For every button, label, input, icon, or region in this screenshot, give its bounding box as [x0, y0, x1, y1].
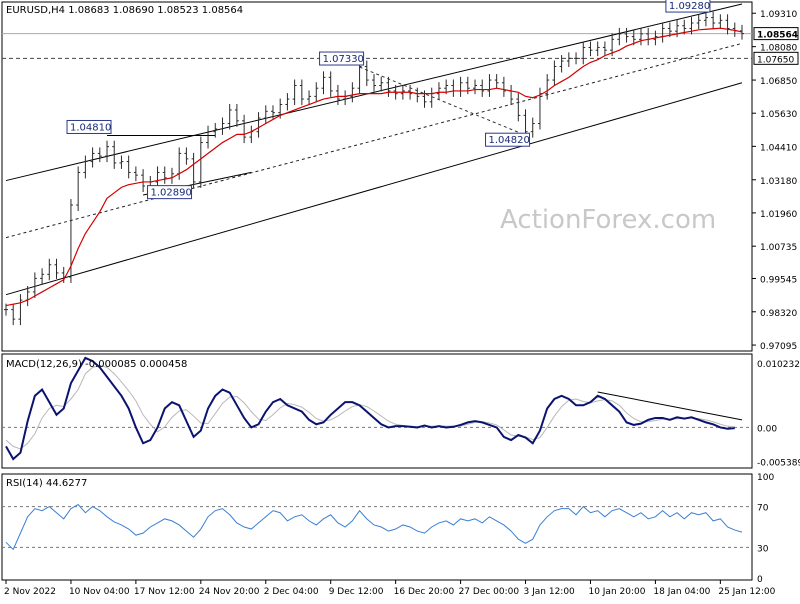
macd-panel-frame [1, 353, 753, 469]
swing-dotted-line [359, 66, 526, 136]
price-layer: 1.04810 1.02890 1.07330 1.04820 1.09280 [2, 0, 752, 326]
x-tick-label: 9 Dec 12:00 [329, 587, 384, 597]
price-tick-label: 1.09310 [760, 10, 797, 20]
moving-average-line [5, 27, 743, 307]
axis-layer: 1.09310 1.08080 1.06850 1.05630 1.04410 1.031… [4, 10, 800, 597]
macd-signal-line [5, 364, 735, 450]
x-tick-label: 2 Dec 04:00 [264, 587, 319, 597]
price-tick-label: 1.01960 [760, 210, 797, 220]
annotation-label: 1.07330 [323, 54, 364, 65]
current-price-tag-label: 1.08564 [757, 31, 798, 41]
annotation-box [147, 185, 193, 200]
annotation-label: 1.09280 [669, 1, 710, 12]
rsi-header: RSI(14) 44.6277 [6, 478, 87, 489]
x-tick-label: 16 Dec 20:00 [394, 587, 455, 597]
macd-layer [2, 356, 752, 461]
channel-mid-line [5, 42, 743, 239]
annotation-box [665, 0, 711, 13]
annotation-box [485, 132, 531, 147]
price-tick-label: 0.98320 [760, 309, 797, 319]
level-tag-label: 1.07650 [757, 55, 794, 65]
price-tick-label: 0.97095 [760, 342, 797, 352]
x-tick-label: 27 Dec 00:00 [459, 587, 520, 597]
price-panel-frame [1, 1, 753, 352]
x-tick-label: 24 Nov 20:00 [199, 587, 260, 597]
macd-main-line [5, 356, 735, 461]
rsi-line [5, 503, 743, 551]
rsi-layer [2, 503, 752, 551]
channel-line-0 [5, 3, 743, 182]
x-tick-label: 18 Jan 04:00 [653, 587, 710, 597]
rsi-tick-label: 100 [757, 473, 774, 483]
annotation-label: 1.02890 [151, 188, 192, 199]
x-tick-label: 10 Nov 04:00 [69, 587, 130, 597]
price-tick-label: 1.04410 [760, 143, 797, 153]
annotation-label: 1.04810 [70, 122, 111, 133]
current-price-tag [753, 27, 799, 41]
channel-line-1 [5, 82, 743, 296]
x-tick-label: 2 Nov 2022 [4, 587, 56, 597]
price-tick-label: 0.99545 [760, 276, 797, 286]
price-tick-label: 1.05630 [760, 110, 797, 120]
rsi-tick-label: 0 [757, 575, 763, 585]
macd-header: MACD(12,26,9) -0.000085 0.000458 [6, 359, 187, 370]
macd-tick-label: -0.005389 [757, 459, 800, 469]
price-tick-label: 1.06850 [760, 77, 797, 87]
annotation-box [319, 51, 365, 66]
price-tick-label: 1.03180 [760, 177, 797, 187]
x-tick-label: 17 Nov 12:00 [134, 587, 195, 597]
watermark: ActionForex.com [500, 205, 716, 235]
x-tick-label: 10 Jan 20:00 [588, 587, 645, 597]
macd-tick-label: 0.00 [757, 424, 777, 434]
rsi-tick-label: 70 [757, 504, 769, 514]
level-tag [753, 51, 799, 65]
macd-trendline [597, 391, 743, 421]
x-tick-label: 3 Jan 12:00 [524, 587, 576, 597]
macd-tick-label: 0.010232 [757, 360, 800, 370]
symbol-header: EURUSD,H4 1.08683 1.08690 1.08523 1.0856… [6, 5, 243, 16]
annotation-box [66, 119, 112, 134]
rsi-tick-label: 30 [757, 544, 769, 554]
x-tick-label: 25 Jan 12:00 [718, 587, 775, 597]
price-tick-label: 1.00735 [760, 243, 797, 253]
price-tick-label: 1.08080 [760, 44, 797, 54]
rsi-panel-frame [1, 473, 753, 581]
annotation-label: 1.04820 [489, 135, 530, 146]
